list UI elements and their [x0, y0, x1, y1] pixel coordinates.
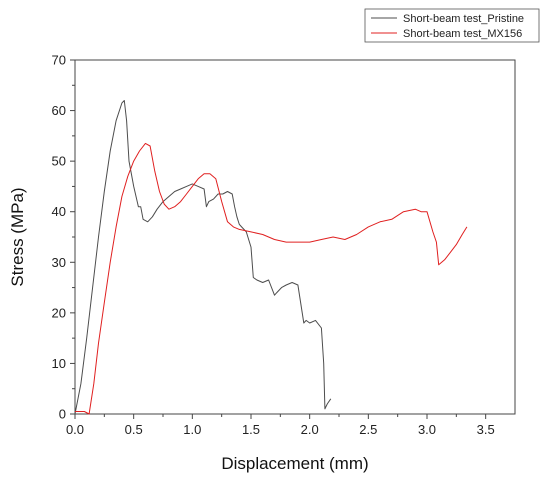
x-tick-label: 1.0 — [183, 422, 201, 437]
y-axis-title: Stress (MPa) — [8, 187, 27, 286]
legend-label-mx156: Short-beam test_MX156 — [403, 28, 522, 40]
y-tick-label: 70 — [52, 53, 66, 68]
y-tick-label: 60 — [52, 103, 66, 118]
y-tick-label: 0 — [59, 407, 66, 422]
series-layer — [74, 100, 468, 415]
x-tick-label: 3.5 — [477, 422, 495, 437]
y-tick-label: 10 — [52, 356, 66, 371]
x-tick-label: 3.0 — [418, 422, 436, 437]
y-tick-label: 40 — [52, 204, 66, 219]
x-tick-label: 1.5 — [242, 422, 260, 437]
series-line-short-beam-test-mx156 — [75, 142, 468, 415]
y-axis: 0 10 20 30 40 50 60 70 — [52, 53, 75, 422]
plot-frame — [74, 59, 516, 415]
x-axis-title: Displacement (mm) — [221, 454, 368, 473]
x-axis: 0.0 0.5 1.0 1.5 2.0 2.5 3.0 3.5 — [66, 414, 495, 437]
legend-label-pristine: Short-beam test_Pristine — [403, 13, 524, 25]
series-line-short-beam-test-pristine — [74, 100, 332, 415]
legend: Short-beam test_Pristine Short-beam test… — [364, 8, 540, 43]
x-tick-label: 2.0 — [301, 422, 319, 437]
x-tick-label: 2.5 — [359, 422, 377, 437]
x-tick-label: 0.0 — [66, 422, 84, 437]
legend-box — [364, 8, 540, 43]
y-tick-label: 50 — [52, 154, 66, 169]
y-tick-label: 20 — [52, 305, 66, 320]
x-tick-label: 0.5 — [125, 422, 143, 437]
y-tick-label: 30 — [52, 255, 66, 270]
